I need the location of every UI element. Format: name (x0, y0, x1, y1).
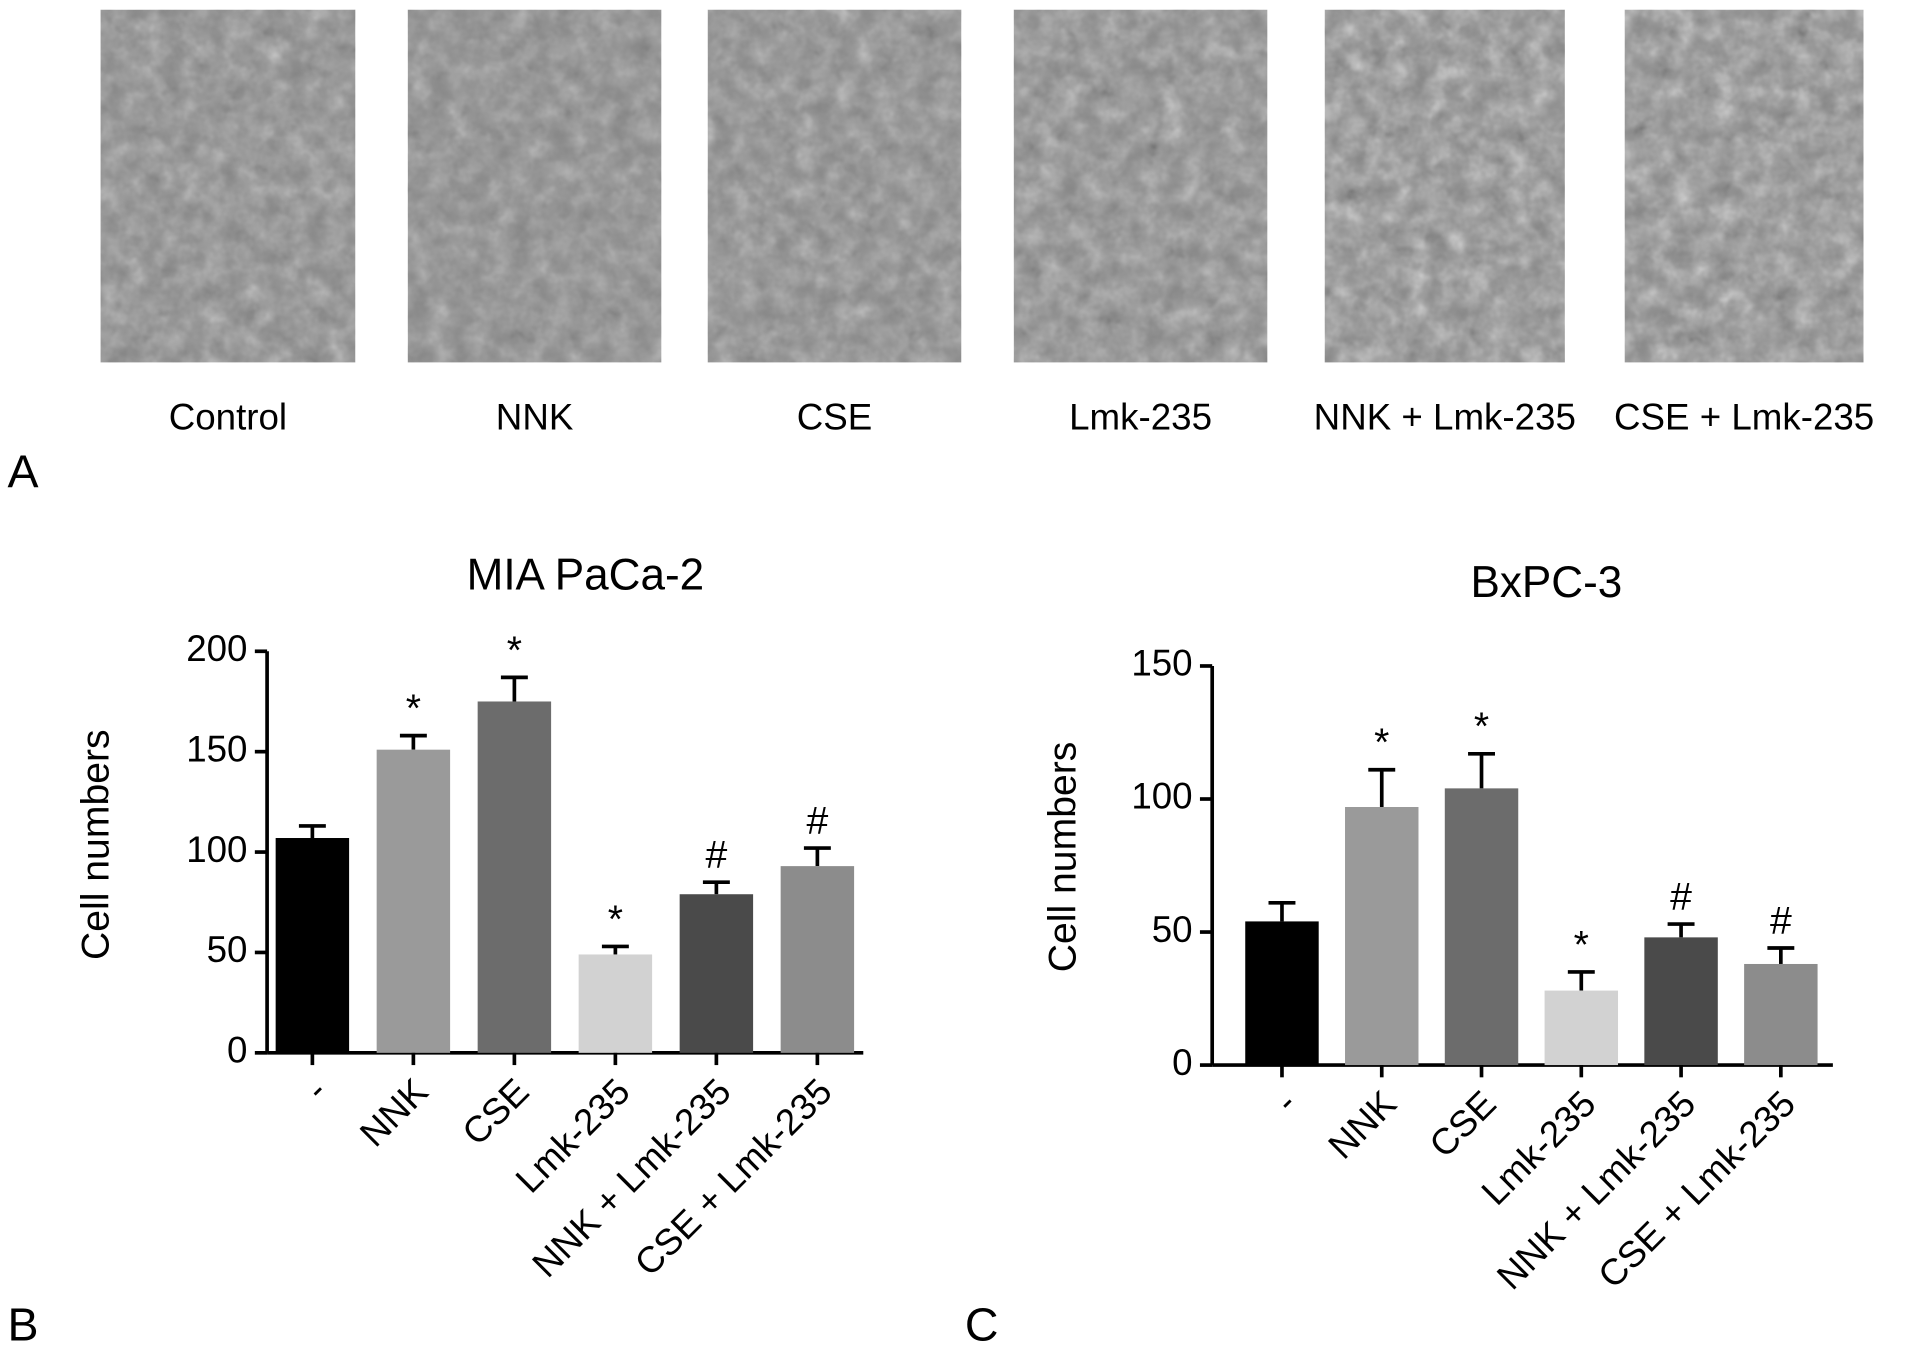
annotation: # (806, 800, 828, 843)
bar (275, 838, 350, 1053)
x-tick-label: CSE (1421, 1083, 1503, 1165)
caption: CSE (797, 397, 873, 438)
bar (477, 701, 552, 1053)
micrograph (1624, 9, 1864, 363)
bar (578, 954, 653, 1053)
x-tick-label: - (1267, 1083, 1305, 1121)
y-tick-label: 150 (186, 728, 247, 769)
bar (376, 749, 451, 1053)
panel-label: A (8, 445, 39, 497)
micrograph-texture (1324, 9, 1565, 363)
y-tick-label: 0 (227, 1030, 247, 1071)
micrograph (407, 9, 662, 363)
panel-label: B (8, 1299, 39, 1351)
annotation: * (1374, 722, 1389, 765)
bar (1345, 806, 1419, 1066)
x-tick-label: - (297, 1071, 335, 1109)
y-tick-label: 150 (1131, 643, 1192, 684)
micrograph-texture (407, 9, 662, 363)
y-tick-label: 0 (1172, 1042, 1192, 1083)
micrograph (100, 9, 356, 363)
caption: Lmk-235 (1069, 397, 1212, 438)
x-tick-label: NNK (1320, 1083, 1404, 1167)
y-tick-label: 50 (1152, 909, 1193, 950)
caption: Control (169, 397, 287, 438)
x-tick-label: CSE (454, 1071, 536, 1153)
chart-title: MIA PaCa-2 (467, 550, 705, 599)
x-tick-label: NNK (352, 1070, 436, 1154)
bar (1744, 963, 1818, 1066)
bar (679, 894, 754, 1053)
annotation: * (1474, 706, 1489, 749)
caption: CSE + Lmk-235 (1614, 397, 1874, 438)
annotation: # (1770, 900, 1792, 943)
chart-title: BxPC-3 (1471, 558, 1623, 607)
micrograph (707, 9, 962, 363)
micrograph-texture (1013, 9, 1268, 363)
y-axis-label: Cell numbers (74, 729, 117, 960)
micrograph (1013, 9, 1268, 363)
bar (1245, 921, 1319, 1066)
caption: NNK + Lmk-235 (1314, 397, 1576, 438)
caption: NNK (496, 397, 574, 438)
annotation: * (406, 687, 421, 730)
panel-label: C (965, 1299, 999, 1351)
annotation: # (1670, 876, 1692, 919)
annotation: * (608, 898, 623, 941)
micrograph-texture (1624, 9, 1864, 363)
bar (780, 866, 855, 1053)
bar (1544, 990, 1619, 1066)
y-tick-label: 100 (1131, 776, 1192, 817)
annotation: * (507, 629, 522, 672)
micrograph-texture (100, 9, 356, 363)
y-tick-label: 200 (186, 628, 247, 669)
y-axis-label: Cell numbers (1042, 742, 1085, 973)
annotation: * (1574, 924, 1589, 967)
micrograph (1324, 9, 1565, 363)
bar (1644, 937, 1718, 1066)
bar (1444, 788, 1519, 1066)
annotation: # (705, 834, 727, 877)
micrograph-texture (707, 9, 962, 363)
y-tick-label: 100 (186, 829, 247, 870)
y-tick-label: 50 (207, 929, 248, 970)
